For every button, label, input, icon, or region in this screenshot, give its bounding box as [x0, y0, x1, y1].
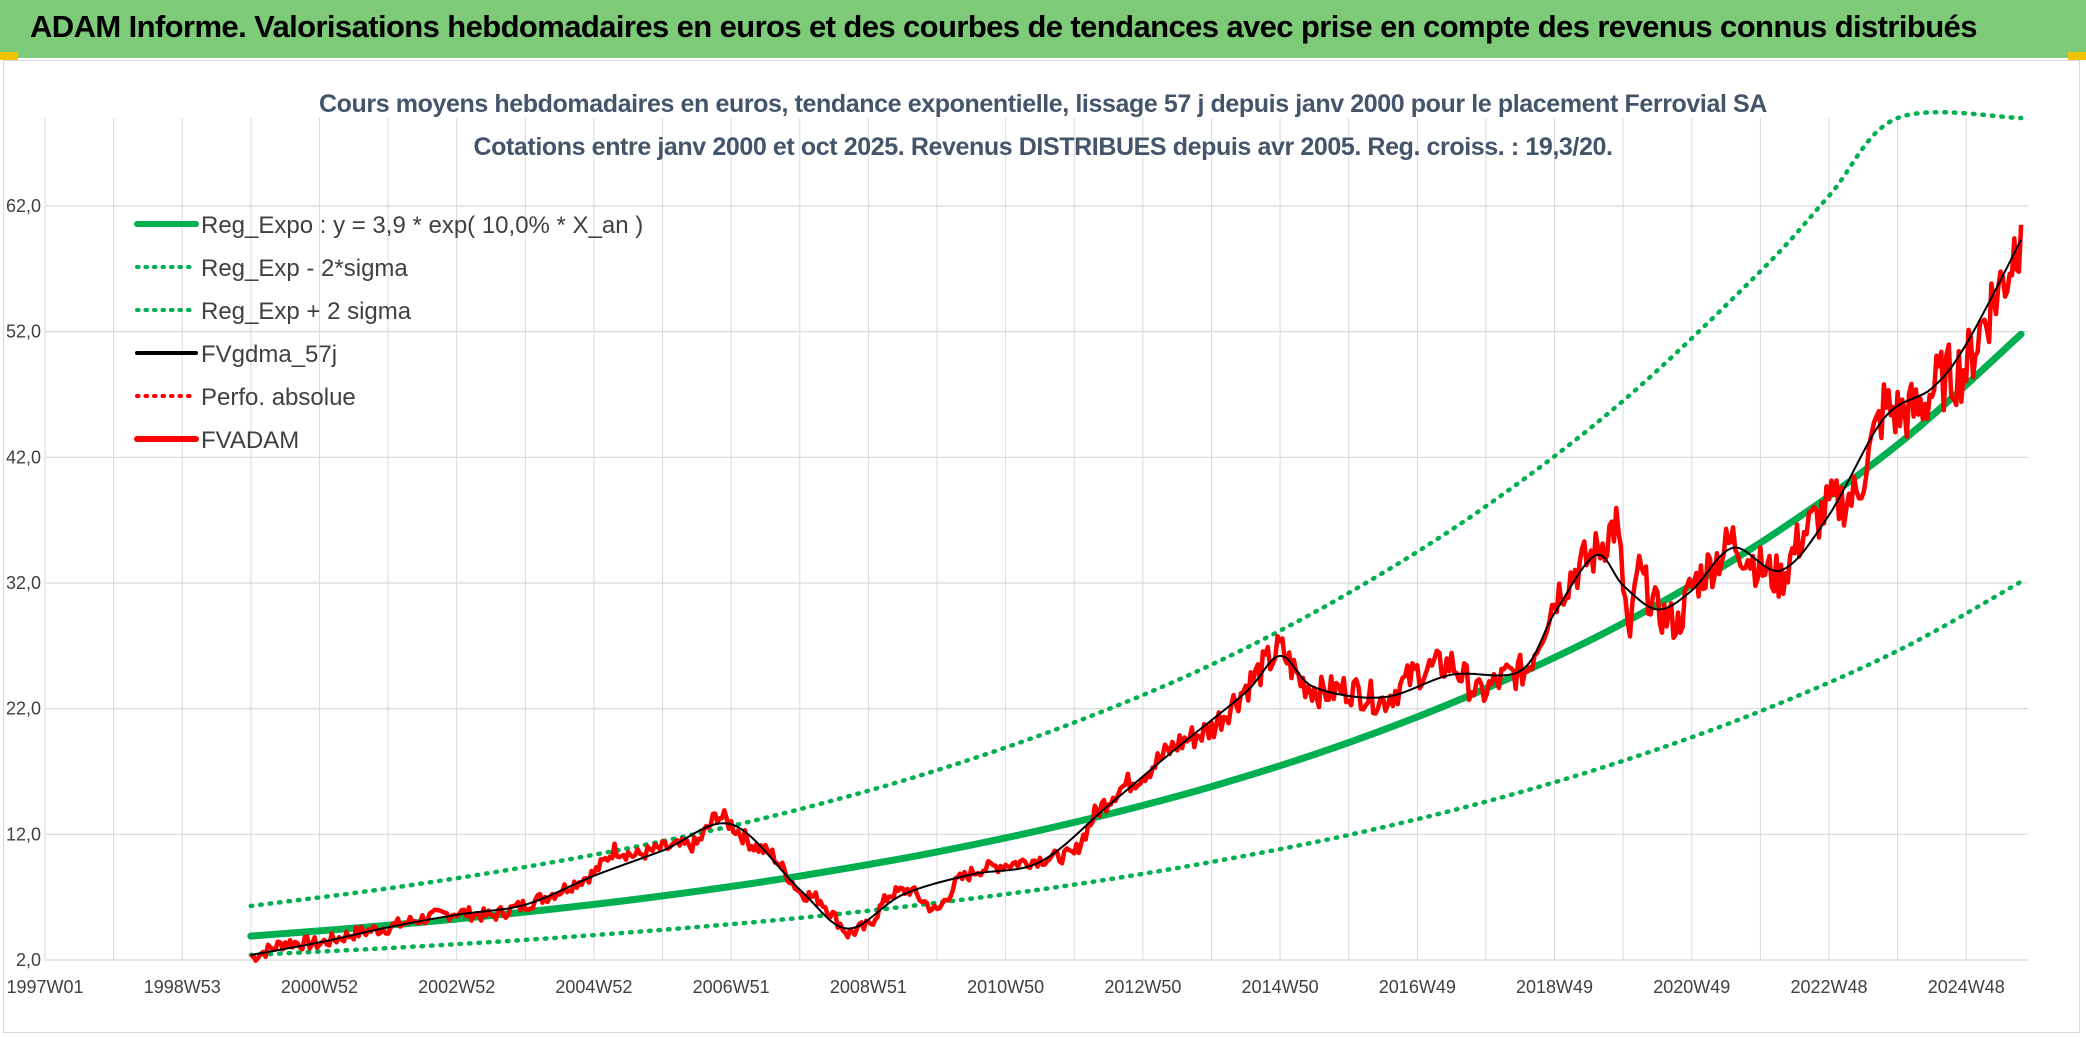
corner-accent-right [2068, 52, 2086, 60]
report-header: ADAM Informe. Valorisations hebdomadaire… [0, 0, 2086, 58]
x-tick-label: 2002W52 [418, 977, 495, 997]
x-tick-label: 2014W50 [1242, 977, 1319, 997]
x-tick-label: 2010W50 [967, 977, 1044, 997]
series-fvgdma-57j [250, 239, 2022, 956]
y-tick-label: 52,0 [6, 322, 41, 342]
legend-label-upper: Reg_Exp + 2 sigma [201, 298, 412, 325]
series-reg-exp-2-sigma [248, 579, 2024, 958]
legend-label-lower: Reg_Exp - 2*sigma [201, 255, 408, 282]
chart-series [247, 109, 2025, 963]
x-tick-label: 2020W49 [1653, 977, 1730, 997]
x-tick-label: 2022W48 [1790, 977, 1867, 997]
x-tick-label: 1997W01 [6, 977, 83, 997]
legend-label-perf: Perfo. absolue [201, 384, 356, 411]
chart-title: Cours moyens hebdomadaires en euros, ten… [319, 90, 1767, 118]
chart-frame [3, 60, 2080, 1033]
corner-accent-left [0, 52, 18, 60]
y-tick-label: 22,0 [6, 699, 41, 719]
x-tick-label: 2004W52 [555, 977, 632, 997]
y-tick-label: 2,0 [16, 950, 41, 970]
legend-label-smooth: FVgdma_57j [201, 341, 337, 368]
series-reg-expo [247, 330, 2025, 940]
x-tick-label: 2006W51 [693, 977, 770, 997]
series-reg-exp-2-sigma [248, 109, 2024, 909]
chart-subtitle: Cotations entre janv 2000 et oct 2025. R… [473, 133, 1612, 161]
x-tick-label: 2024W48 [1928, 977, 2005, 997]
y-tick-label: 32,0 [6, 573, 41, 593]
legend-label-reg: Reg_Expo : y = 3,9 * exp( 10,0% * X_an ) [201, 212, 643, 239]
y-tick-label: 12,0 [6, 824, 41, 844]
y-tick-label: 62,0 [6, 196, 41, 216]
series-fvadam [249, 224, 2024, 963]
chart-legend: Reg_Expo : y = 3,9 * exp( 10,0% * X_an )… [134, 212, 643, 454]
x-tick-label: 1998W53 [144, 977, 221, 997]
x-tick-label: 2008W51 [830, 977, 907, 997]
y-tick-label: 42,0 [6, 447, 41, 467]
report-title: ADAM Informe. Valorisations hebdomadaire… [30, 9, 1977, 44]
x-tick-label: 2012W50 [1104, 977, 1181, 997]
x-tick-label: 2016W49 [1379, 977, 1456, 997]
x-tick-label: 2000W52 [281, 977, 358, 997]
x-tick-label: 2018W49 [1516, 977, 1593, 997]
legend-label-price: FVADAM [201, 427, 299, 454]
chart-axes: 2,0 12,0 22,0 32,0 42,0 52,0 62,0 1997W01 1998W5… [6, 196, 2005, 997]
